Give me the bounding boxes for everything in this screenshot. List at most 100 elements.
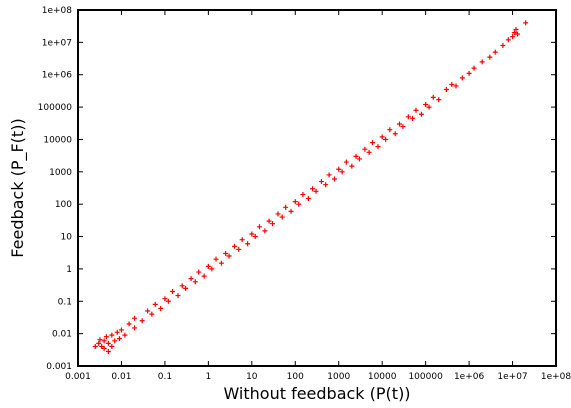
data-point: [400, 124, 406, 130]
data-point: [105, 349, 111, 355]
data-point: [196, 269, 202, 275]
data-point: [209, 266, 215, 272]
x-tick-label: 10000: [368, 372, 397, 382]
plot-area: [77, 9, 557, 367]
data-point: [296, 201, 302, 207]
data-point: [471, 65, 477, 71]
data-point: [105, 340, 111, 346]
x-tick-label: 1000: [327, 372, 350, 382]
data-point: [310, 186, 316, 192]
data-point: [283, 204, 289, 210]
y-tick-label: 10: [61, 233, 73, 243]
data-point: [101, 338, 107, 344]
data-point: [514, 31, 520, 37]
data-point: [396, 121, 402, 127]
data-point: [356, 156, 362, 162]
data-point: [101, 345, 107, 351]
y-axis: 0.001 0.01 0.1 1 10 100 1000 10000 100000 1e+06 1e…: [38, 6, 556, 372]
data-point: [132, 315, 138, 321]
data-point: [118, 327, 124, 333]
data-point: [423, 102, 429, 108]
data-point: [318, 179, 324, 185]
data-point: [262, 228, 268, 234]
data-point: [103, 334, 109, 340]
data-point: [405, 114, 411, 120]
data-point: [205, 263, 211, 269]
data-point: [183, 285, 189, 291]
data-point: [292, 199, 298, 205]
data-point: [266, 218, 272, 224]
data-point: [223, 250, 229, 256]
data-point: [152, 301, 158, 307]
data-point: [116, 336, 122, 342]
x-tick-label: 10: [246, 372, 258, 382]
data-point: [96, 340, 102, 346]
y-tick-label: 100000: [38, 103, 73, 113]
y-tick-label: 0.1: [58, 297, 72, 307]
y-tick-label: 10000: [43, 135, 72, 145]
data-point: [112, 338, 118, 344]
data-point: [275, 211, 281, 217]
data-point: [426, 104, 432, 110]
data-point: [343, 159, 349, 165]
data-point: [353, 153, 359, 159]
data-point: [162, 296, 168, 302]
data-point: [139, 318, 145, 324]
data-point: [109, 332, 115, 338]
data-point: [379, 134, 385, 140]
data-point: [175, 293, 181, 299]
data-point: [313, 188, 319, 194]
data-point: [126, 321, 132, 327]
data-point: [149, 311, 155, 317]
data-point: [349, 163, 355, 169]
y-tick-label: 0.001: [46, 362, 72, 372]
data-point: [109, 344, 115, 350]
data-point: [245, 241, 251, 247]
data-point: [270, 221, 276, 227]
y-tick-label: 1e+07: [42, 38, 72, 48]
data-point: [239, 237, 245, 243]
data-point: [236, 246, 242, 252]
data-point: [288, 208, 294, 214]
data-point: [132, 325, 138, 331]
data-point: [492, 49, 498, 55]
data-point: [170, 289, 176, 295]
data-point: [218, 260, 224, 266]
y-tick-label: 1e+06: [42, 71, 73, 81]
data-point: [213, 256, 219, 262]
data-point: [336, 166, 342, 172]
data-point: [410, 115, 416, 121]
data-point: [158, 305, 164, 311]
data-point: [513, 26, 519, 32]
data-point: [370, 140, 376, 146]
y-tick-label: 1: [66, 265, 72, 275]
y-tick-label: 100: [55, 200, 72, 210]
data-point: [249, 231, 255, 237]
data-point: [226, 253, 232, 259]
data-series: [92, 20, 529, 355]
data-point: [511, 30, 517, 36]
data-point: [122, 332, 128, 338]
data-point: [443, 86, 449, 92]
data-point: [362, 146, 368, 152]
data-point: [453, 83, 459, 89]
plot-frame: [77, 9, 557, 367]
y-axis-label: Feedback (P_F(t)): [8, 118, 28, 257]
data-point: [479, 59, 485, 65]
x-tick-label: 1e+07: [497, 372, 527, 382]
data-point: [392, 131, 398, 137]
data-point: [487, 54, 493, 60]
data-point: [179, 283, 185, 289]
y-tick-label: 1e+08: [42, 6, 73, 16]
data-point: [523, 20, 529, 26]
x-tick-label: 1: [205, 372, 211, 382]
data-point: [323, 182, 329, 188]
y-tick-label: 1000: [49, 168, 72, 178]
x-tick-label: 0.001: [65, 372, 91, 382]
data-point: [459, 75, 465, 81]
data-point: [510, 34, 516, 40]
x-tick-label: 1e+06: [454, 372, 485, 382]
data-point: [449, 81, 455, 87]
data-point: [188, 276, 194, 282]
data-point: [252, 234, 258, 240]
